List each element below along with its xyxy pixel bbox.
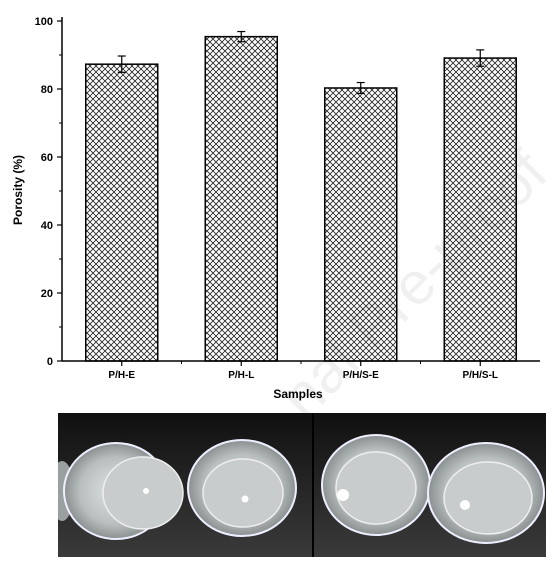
- x-axis: P/H-E P/H-L P/H/S-E P/H/S-L: [62, 360, 540, 381]
- y-tick-label: 20: [41, 288, 53, 300]
- x-axis-label: Samples: [273, 387, 323, 401]
- beaker-4: [427, 442, 545, 544]
- beaker-2: [187, 439, 297, 537]
- x-tick-label: P/H-L: [228, 370, 254, 381]
- bar-P/H/S-E: [324, 87, 398, 362]
- plot-area: [85, 30, 517, 362]
- beaker-1: [58, 442, 184, 540]
- x-tick-label: P/H/S-L: [462, 370, 498, 381]
- x-tick-label: P/H/S-E: [343, 370, 379, 381]
- beakers-photo: [58, 413, 546, 557]
- y-axis-label: Porosity (%): [11, 155, 25, 225]
- bar-P/H-L: [204, 35, 278, 362]
- y-tick-label: 80: [41, 84, 53, 96]
- porosity-bar-chart: 0 20 40 60 80 100 P/H-E P/H-L P/H/S-E P/H/S-L Po…: [11, 16, 540, 401]
- beaker-3: [321, 434, 431, 536]
- y-tick-label: 100: [35, 16, 53, 28]
- y-tick-label: 0: [47, 356, 53, 368]
- x-tick-label: P/H-E: [108, 370, 135, 381]
- bar-P/H-E: [85, 63, 159, 362]
- y-tick-label: 60: [41, 152, 53, 164]
- y-axis: 0 20 40 60 80 100: [35, 16, 63, 368]
- y-tick-label: 40: [41, 220, 53, 232]
- bar-P/H/S-L: [443, 57, 517, 362]
